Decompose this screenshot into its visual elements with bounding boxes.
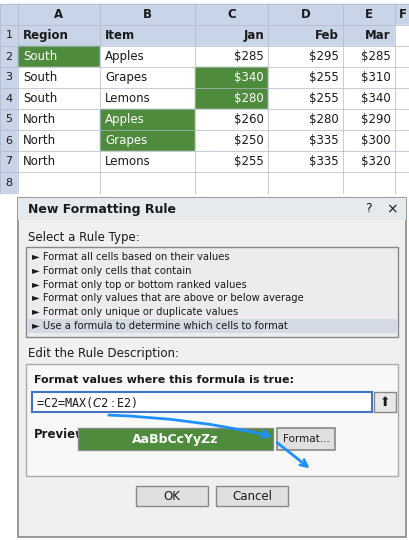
- Bar: [32, 392, 371, 412]
- Text: ×: ×: [385, 202, 397, 216]
- Bar: [276, 428, 334, 450]
- Text: Jan: Jan: [243, 29, 263, 42]
- Text: 2: 2: [5, 51, 13, 62]
- Text: Lemons: Lemons: [105, 155, 151, 168]
- Text: $255: $255: [234, 155, 263, 168]
- Bar: [216, 486, 287, 506]
- Text: Mar: Mar: [364, 29, 390, 42]
- Text: North: North: [23, 113, 56, 126]
- Text: New Formatting Rule: New Formatting Rule: [28, 202, 175, 215]
- Text: Format...: Format...: [282, 434, 329, 444]
- Text: B: B: [143, 8, 152, 21]
- Text: 4: 4: [5, 93, 13, 104]
- Text: F: F: [398, 8, 405, 21]
- Text: $255: $255: [308, 71, 338, 84]
- Text: D: D: [300, 8, 310, 21]
- Text: $285: $285: [360, 50, 390, 63]
- Text: $295: $295: [308, 50, 338, 63]
- Bar: [26, 364, 397, 476]
- Text: $260: $260: [234, 113, 263, 126]
- Text: ► Format only unique or duplicate values: ► Format only unique or duplicate values: [32, 307, 238, 317]
- Text: North: North: [23, 134, 56, 147]
- Text: 6: 6: [5, 136, 12, 145]
- Bar: [26, 247, 397, 337]
- Text: Grapes: Grapes: [105, 134, 147, 147]
- Text: $300: $300: [360, 134, 390, 147]
- Text: Select a Rule Type:: Select a Rule Type:: [28, 231, 139, 244]
- Text: Apples: Apples: [105, 50, 144, 63]
- Text: 7: 7: [5, 157, 13, 166]
- Text: 5: 5: [5, 114, 12, 125]
- Text: Item: Item: [105, 29, 135, 42]
- Text: Lemons: Lemons: [105, 92, 151, 105]
- Text: ► Format only values that are above or below average: ► Format only values that are above or b…: [32, 293, 303, 303]
- Text: Cancel: Cancel: [231, 489, 271, 503]
- Text: Preview:: Preview:: [34, 429, 92, 442]
- Text: $255: $255: [308, 92, 338, 105]
- Text: ► Format all cells based on their values: ► Format all cells based on their values: [32, 252, 229, 262]
- Text: ► Format only top or bottom ranked values: ► Format only top or bottom ranked value…: [32, 280, 246, 289]
- Text: Edit the Rule Description:: Edit the Rule Description:: [28, 348, 179, 361]
- Text: $335: $335: [309, 134, 338, 147]
- Text: Region: Region: [23, 29, 69, 42]
- Text: 8: 8: [5, 178, 13, 187]
- Text: ► Use a formula to determine which cells to format: ► Use a formula to determine which cells…: [32, 321, 287, 331]
- Bar: [373, 392, 395, 412]
- Text: 1: 1: [5, 30, 12, 40]
- Text: A: A: [54, 8, 63, 21]
- Text: $280: $280: [308, 113, 338, 126]
- Bar: [136, 486, 207, 506]
- Text: South: South: [23, 50, 57, 63]
- Text: 3: 3: [5, 72, 12, 83]
- Text: Format values where this formula is true:: Format values where this formula is true…: [34, 375, 293, 385]
- Text: Feb: Feb: [315, 29, 338, 42]
- Text: $250: $250: [234, 134, 263, 147]
- Text: C: C: [227, 8, 235, 21]
- Text: $285: $285: [234, 50, 263, 63]
- Bar: [18, 198, 405, 220]
- Bar: [78, 428, 272, 450]
- Text: =C2=MAX($C2:$E2): =C2=MAX($C2:$E2): [36, 395, 137, 409]
- Text: $340: $340: [360, 92, 390, 105]
- Text: North: North: [23, 155, 56, 168]
- FancyArrowPatch shape: [276, 443, 306, 467]
- Text: OK: OK: [163, 489, 180, 503]
- Text: $280: $280: [234, 92, 263, 105]
- Text: South: South: [23, 71, 57, 84]
- FancyArrowPatch shape: [108, 415, 269, 437]
- Text: ?: ?: [364, 202, 371, 215]
- Bar: [18, 198, 405, 537]
- Text: Grapes: Grapes: [105, 71, 147, 84]
- Text: $320: $320: [360, 155, 390, 168]
- Text: $290: $290: [360, 113, 390, 126]
- Text: $340: $340: [234, 71, 263, 84]
- Text: E: E: [364, 8, 372, 21]
- Text: AaBbCcYyZz: AaBbCcYyZz: [132, 433, 218, 446]
- Bar: [27, 319, 396, 333]
- Text: $335: $335: [309, 155, 338, 168]
- Text: $310: $310: [360, 71, 390, 84]
- Text: ⬆: ⬆: [379, 395, 389, 408]
- Text: ► Format only cells that contain: ► Format only cells that contain: [32, 266, 191, 276]
- Text: South: South: [23, 92, 57, 105]
- Text: Apples: Apples: [105, 113, 144, 126]
